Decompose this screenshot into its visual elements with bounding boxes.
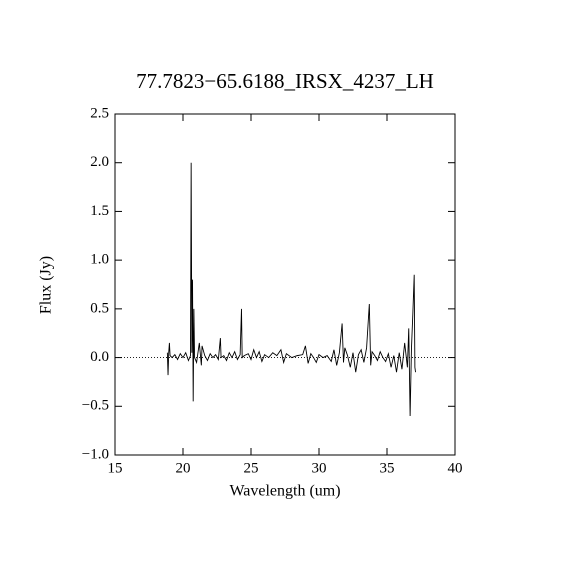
y-tick-label: 0.5 <box>90 300 109 316</box>
y-tick-label: 1.0 <box>90 252 109 268</box>
spectrum-line <box>166 162 417 417</box>
y-tick-label: 2.0 <box>90 154 109 170</box>
y-tick-label: −1.0 <box>82 446 109 462</box>
x-axis-label: Wavelength (um) <box>229 483 340 500</box>
x-tick-label: 15 <box>108 460 123 476</box>
y-tick-label: 1.5 <box>90 203 109 219</box>
plot-frame <box>114 113 456 456</box>
y-tick-label: 0.0 <box>90 349 109 365</box>
y-tick-label: −0.5 <box>82 398 109 414</box>
y-tick-label: 2.5 <box>90 105 109 121</box>
chart-title: 77.7823−65.6188_IRSX_4237_LH <box>136 69 434 93</box>
x-tick-label: 20 <box>176 460 191 476</box>
y-axis-label: Flux (Jy) <box>38 256 55 314</box>
x-tick-label: 40 <box>448 460 463 476</box>
x-tick-label: 30 <box>312 460 327 476</box>
x-tick-label: 35 <box>380 460 395 476</box>
x-tick-label: 25 <box>244 460 259 476</box>
